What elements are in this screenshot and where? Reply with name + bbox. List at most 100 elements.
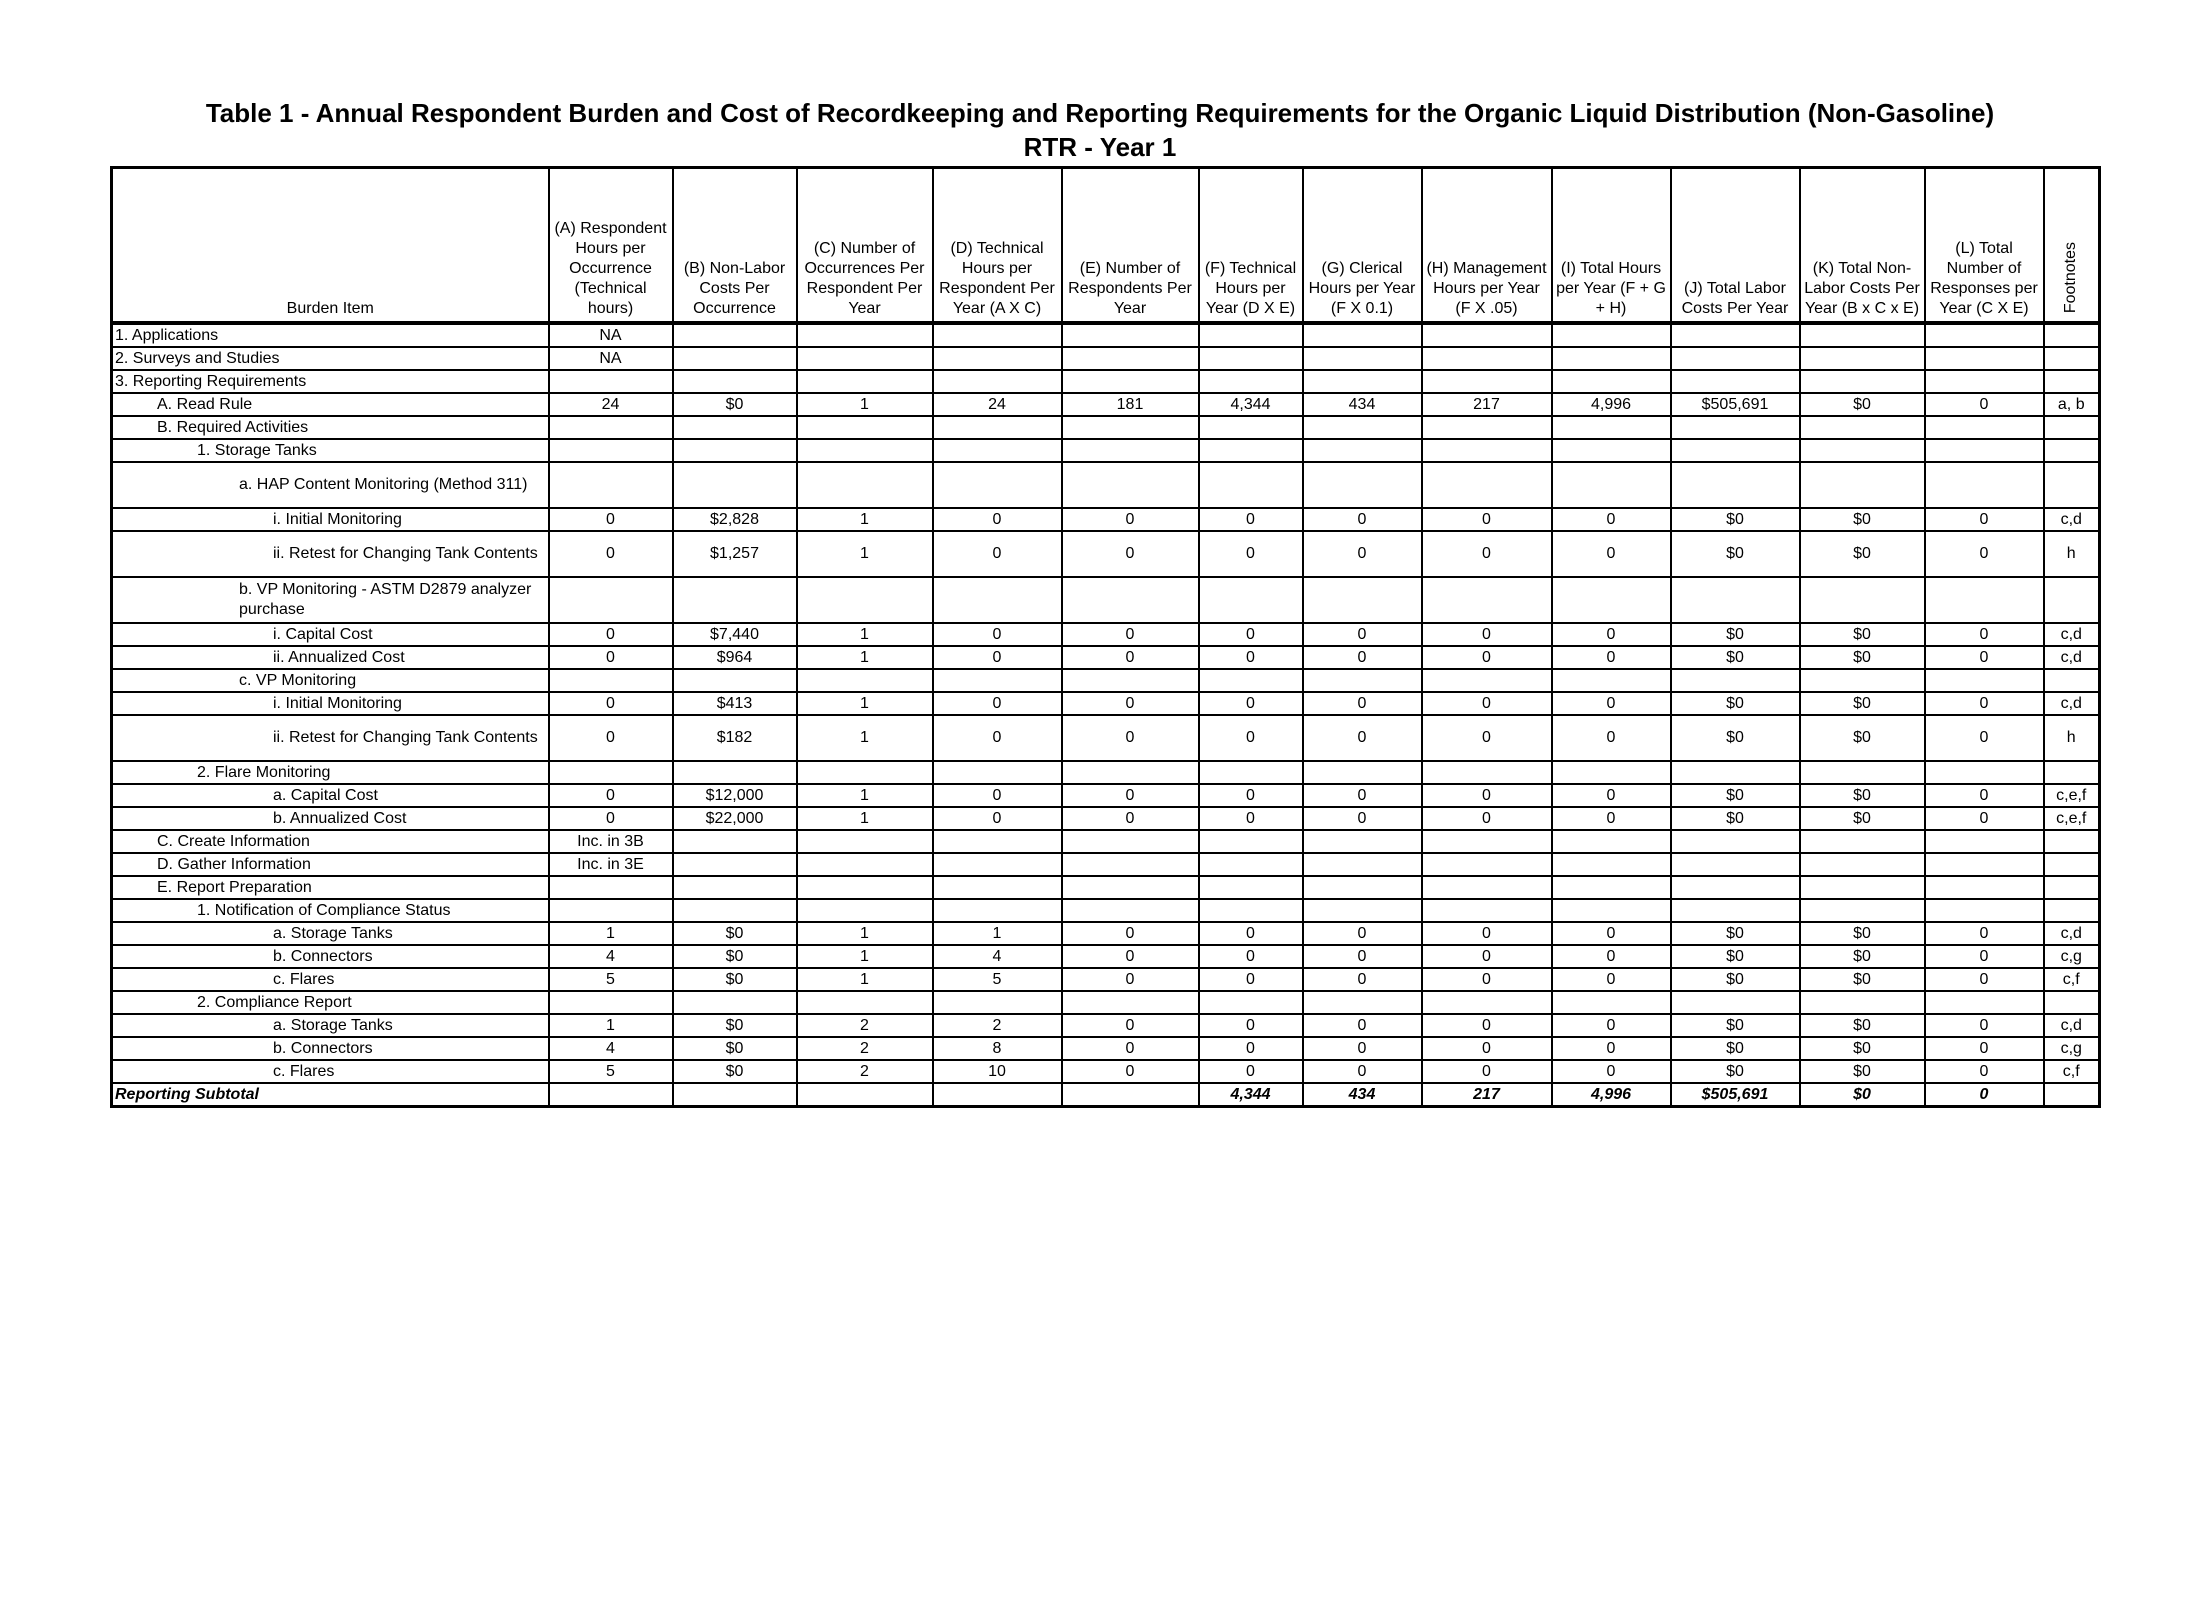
value-cell: 0 xyxy=(1301,944,1423,969)
value-cell xyxy=(795,668,934,693)
value-cell xyxy=(547,990,674,1015)
value-cell xyxy=(1060,875,1200,900)
value-cell: $0 xyxy=(671,1013,798,1038)
value-cell xyxy=(671,346,798,371)
column-header: (E) Number of Respondents Per Year xyxy=(1060,166,1200,324)
column-header: (J) Total Labor Costs Per Year xyxy=(1669,166,1801,324)
value-cell: $0 xyxy=(1798,392,1926,417)
burden-item-label: i. Initial Monitoring xyxy=(110,507,550,532)
value-cell xyxy=(1798,898,1926,923)
value-cell xyxy=(1197,461,1304,509)
value-cell: Inc. in 3E xyxy=(547,852,674,877)
value-cell xyxy=(1798,461,1926,509)
value-cell: 0 xyxy=(1420,714,1553,762)
burden-item-label: c. Flares xyxy=(110,967,550,992)
value-cell xyxy=(1420,852,1553,877)
value-cell xyxy=(1550,852,1672,877)
value-cell xyxy=(1301,415,1423,440)
value-cell: $0 xyxy=(1798,530,1926,578)
value-cell: $0 xyxy=(1669,645,1801,670)
column-header: (B) Non-Labor Costs Per Occurrence xyxy=(671,166,798,324)
value-cell: 0 xyxy=(1197,1059,1304,1084)
table-row: b. Annualized Cost 0 $22,000 1 0 0 0 0 0 0 $0 $0 0 c,… xyxy=(110,806,2101,831)
value-cell xyxy=(1550,576,1672,624)
value-cell xyxy=(547,875,674,900)
value-cell: 0 xyxy=(1060,622,1200,647)
value-cell: $413 xyxy=(671,691,798,716)
value-cell xyxy=(1550,346,1672,371)
value-cell: 0 xyxy=(1550,1036,1672,1061)
value-cell xyxy=(671,369,798,394)
burden-item-label: 2. Surveys and Studies xyxy=(110,346,550,371)
value-cell xyxy=(1669,369,1801,394)
column-header: (H) Management Hours per Year (F X .05) xyxy=(1420,166,1553,324)
footnote-cell: h xyxy=(2042,714,2101,762)
value-cell xyxy=(1301,875,1423,900)
footnote-cell xyxy=(2042,438,2101,463)
value-cell xyxy=(1550,461,1672,509)
value-cell xyxy=(1669,322,1801,348)
value-cell: 24 xyxy=(931,392,1063,417)
value-cell xyxy=(1923,829,2045,854)
value-cell xyxy=(1923,415,2045,440)
table-row: 3. Reporting Requirements xyxy=(110,369,2101,394)
table-row: b. Connectors 4 $0 2 8 0 0 0 0 0 $0 $0 0 c,g xyxy=(110,1036,2101,1061)
value-cell xyxy=(1060,760,1200,785)
value-cell: 2 xyxy=(795,1013,934,1038)
table-row: D. Gather Information Inc. in 3E xyxy=(110,852,2101,877)
value-cell: 0 xyxy=(1420,645,1553,670)
value-cell: $0 xyxy=(1798,645,1926,670)
table-row: A. Read Rule 24 $0 1 24 181 4,344 434 217 4,996 $5… xyxy=(110,392,2101,417)
burden-item-label: a. HAP Content Monitoring (Method 311) xyxy=(110,461,550,509)
value-cell xyxy=(1669,438,1801,463)
value-cell xyxy=(547,369,674,394)
value-cell: 0 xyxy=(1923,967,2045,992)
table-row: B. Required Activities xyxy=(110,415,2101,440)
value-cell xyxy=(1923,576,2045,624)
value-cell: $182 xyxy=(671,714,798,762)
value-cell xyxy=(1550,760,1672,785)
value-cell xyxy=(1301,898,1423,923)
footnote-cell: c,d xyxy=(2042,507,2101,532)
column-header-label: Burden Item xyxy=(286,300,374,317)
value-cell xyxy=(795,346,934,371)
value-cell: 0 xyxy=(1550,645,1672,670)
value-cell: 0 xyxy=(1197,921,1304,946)
value-cell: $0 xyxy=(1798,921,1926,946)
value-cell xyxy=(931,990,1063,1015)
value-cell xyxy=(1420,461,1553,509)
value-cell: 1 xyxy=(795,530,934,578)
value-cell: 1 xyxy=(795,392,934,417)
value-cell xyxy=(1798,346,1926,371)
footnote-cell: c,d xyxy=(2042,645,2101,670)
value-cell: 0 xyxy=(1923,1082,2045,1108)
value-cell: 0 xyxy=(1301,1036,1423,1061)
value-cell xyxy=(1197,875,1304,900)
burden-item-label: b. Connectors xyxy=(110,1036,550,1061)
value-cell xyxy=(795,415,934,440)
value-cell: $22,000 xyxy=(671,806,798,831)
value-cell xyxy=(547,461,674,509)
footnote-cell xyxy=(2042,461,2101,509)
value-cell xyxy=(547,438,674,463)
value-cell xyxy=(671,829,798,854)
value-cell xyxy=(795,760,934,785)
value-cell xyxy=(1923,875,2045,900)
value-cell xyxy=(931,576,1063,624)
burden-item-label: a. Capital Cost xyxy=(110,783,550,808)
value-cell xyxy=(1420,760,1553,785)
value-cell: 0 xyxy=(547,530,674,578)
table-row: a. Capital Cost 0 $12,000 1 0 0 0 0 0 0 $0 $0 0 c,e,f xyxy=(110,783,2101,808)
column-header: (A) Respondent Hours per Occurrence (Tec… xyxy=(547,166,674,324)
value-cell xyxy=(1301,668,1423,693)
value-cell: 0 xyxy=(931,783,1063,808)
value-cell: 4,344 xyxy=(1197,392,1304,417)
value-cell xyxy=(1060,898,1200,923)
value-cell: 1 xyxy=(931,921,1063,946)
value-cell: $0 xyxy=(1669,1013,1801,1038)
value-cell: 0 xyxy=(1197,622,1304,647)
footnote-cell: c,f xyxy=(2042,1059,2101,1084)
value-cell: 4,996 xyxy=(1550,1082,1672,1108)
value-cell xyxy=(1301,852,1423,877)
value-cell: $0 xyxy=(1669,1059,1801,1084)
